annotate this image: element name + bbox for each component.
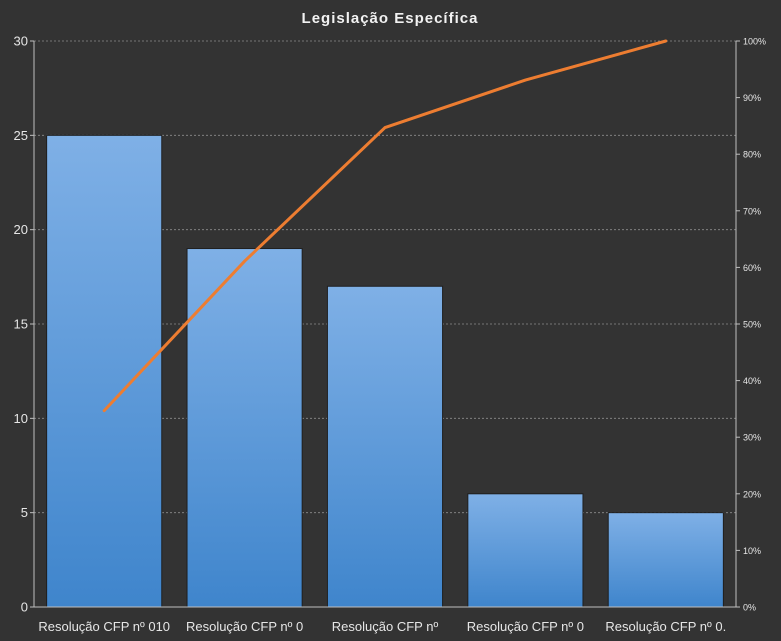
- right-tick-label: 0%: [743, 603, 756, 613]
- right-axis: 0% 10% 20% 30% 40% 50% 60% 70% 80% 90% 100%: [735, 37, 766, 613]
- left-tick-label: 20: [14, 222, 28, 237]
- bar-3: [326, 285, 444, 608]
- right-tick-label: 30%: [743, 433, 761, 443]
- right-tick-label: 80%: [743, 150, 761, 160]
- left-tick-label: 25: [14, 128, 28, 143]
- category-label: Resolução CFP nº 0: [467, 619, 584, 634]
- right-tick-label: 60%: [743, 263, 761, 273]
- bar-2: [186, 248, 303, 608]
- left-tick-label: 10: [14, 411, 28, 426]
- bar-5: [607, 512, 724, 608]
- left-tick-label: 5: [21, 505, 28, 520]
- left-tick-label: 15: [14, 317, 28, 332]
- bar-1: [46, 134, 163, 608]
- right-tick-label: 50%: [743, 320, 761, 330]
- bar-4: [467, 493, 584, 608]
- right-tick-label: 100%: [743, 37, 766, 47]
- x-axis: Resolução CFP nº 010 Resolução CFP nº 0 Re…: [34, 606, 736, 634]
- right-tick-label: 40%: [743, 376, 761, 386]
- chart-title: Legislação Específica: [302, 10, 479, 27]
- left-tick-label: 30: [14, 34, 28, 49]
- category-label: Resolução CFP nº 0.: [605, 619, 726, 634]
- right-tick-label: 70%: [743, 206, 761, 216]
- left-axis: 0 5 10 15 20 25 30: [14, 34, 35, 615]
- category-label: Resolução CFP nº 0: [186, 619, 303, 634]
- right-tick-label: 20%: [743, 489, 761, 499]
- right-tick-label: 90%: [743, 93, 761, 103]
- category-label: Resolução CFP nº: [332, 619, 439, 634]
- bars: [46, 134, 724, 608]
- right-tick-label: 10%: [743, 546, 761, 556]
- cumulative-line: [102, 39, 668, 413]
- left-tick-label: 0: [21, 600, 28, 615]
- category-label: Resolução CFP nº 010: [38, 619, 170, 634]
